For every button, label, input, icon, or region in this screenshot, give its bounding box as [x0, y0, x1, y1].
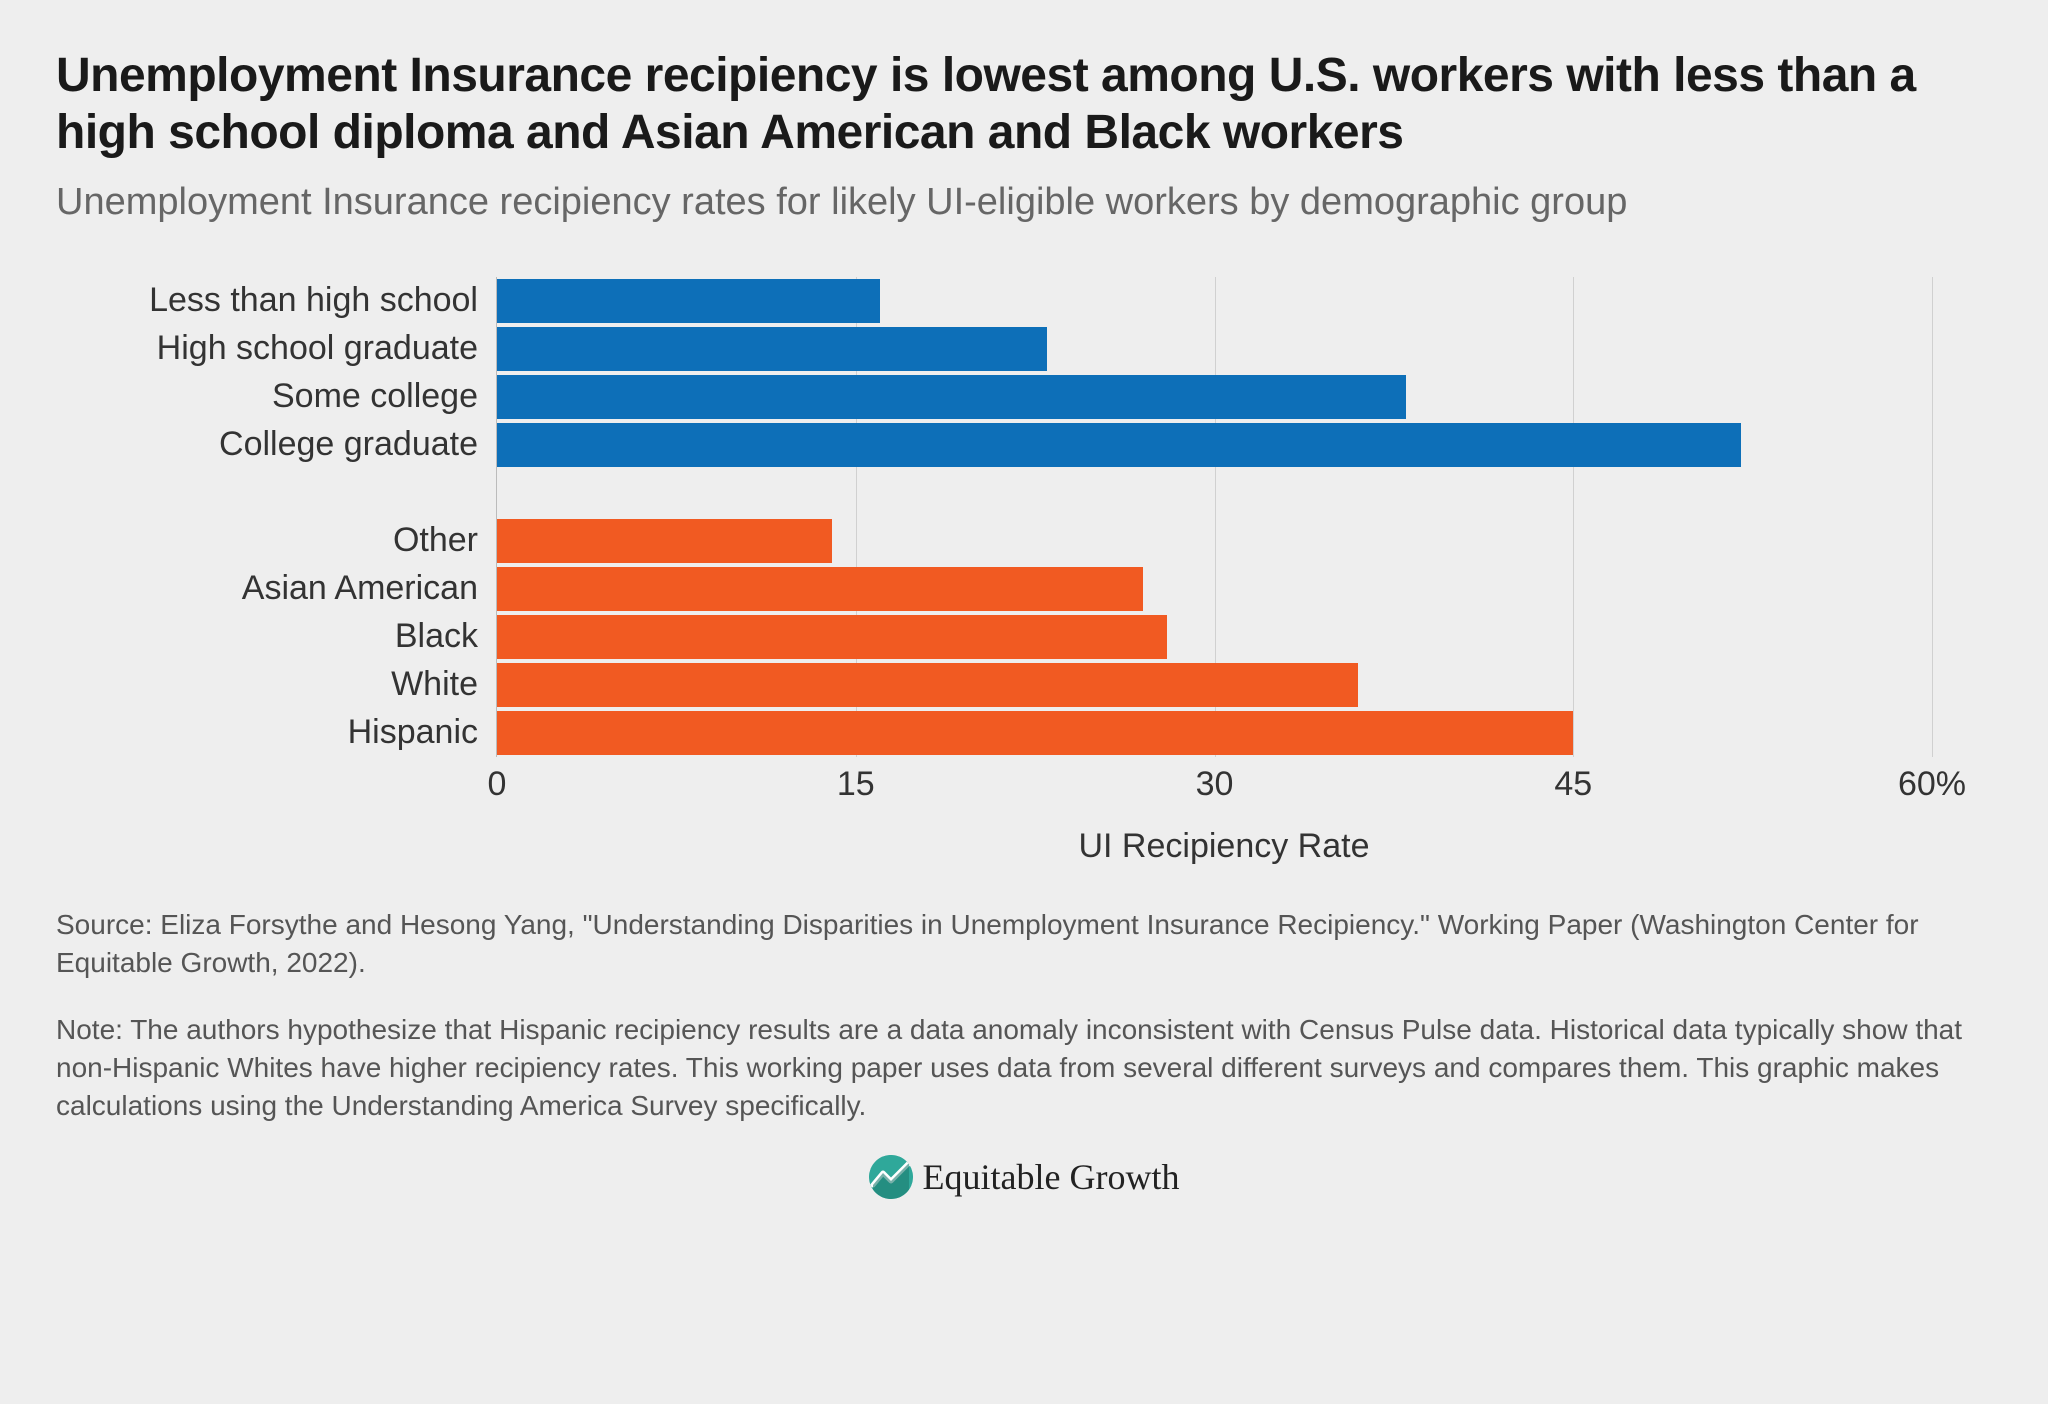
tick-label: 45 [1554, 765, 1592, 804]
tick-label: 30 [1196, 765, 1234, 804]
gridline [1215, 613, 1216, 661]
tick-label: 60% [1898, 765, 1966, 804]
plot-cell [496, 517, 1932, 565]
gridline [1215, 325, 1216, 373]
gridline [1932, 517, 1933, 565]
bar [497, 711, 1573, 755]
chart-area: Less than high schoolHigh school graduat… [96, 277, 1932, 817]
group-gap [96, 469, 1932, 517]
gridline [1932, 469, 1933, 517]
plot-cell [496, 277, 1932, 325]
gridline [1932, 661, 1933, 709]
plot-cell [496, 565, 1932, 613]
bar [497, 567, 1143, 611]
bar-row: Other [96, 517, 1932, 565]
gridline [856, 469, 857, 517]
gridline [1573, 709, 1574, 757]
bar-row: Asian American [96, 565, 1932, 613]
category-label: Other [96, 517, 496, 565]
gridline [1573, 565, 1574, 613]
chart-title: Unemployment Insurance recipiency is low… [56, 48, 1992, 161]
gridline [1573, 277, 1574, 325]
category-label: College graduate [96, 421, 496, 469]
gridline [1573, 613, 1574, 661]
bar-row: Hispanic [96, 709, 1932, 757]
plot-cell [496, 709, 1932, 757]
bar-row: Less than high school [96, 277, 1932, 325]
logo-text: Equitable Growth [923, 1156, 1180, 1198]
bar [497, 327, 1047, 371]
gridline [1573, 661, 1574, 709]
gridline [1932, 709, 1933, 757]
gridline [1932, 613, 1933, 661]
bar [497, 615, 1167, 659]
gridline [1573, 517, 1574, 565]
note-text: Note: The authors hypothesize that Hispa… [56, 1011, 1992, 1124]
bar-row: College graduate [96, 421, 1932, 469]
category-label: Some college [96, 373, 496, 421]
chart-subtitle: Unemployment Insurance recipiency rates … [56, 179, 1992, 227]
logo-icon [869, 1155, 913, 1199]
tick-label: 15 [837, 765, 875, 804]
plot-cell [496, 325, 1932, 373]
gridline [1932, 421, 1933, 469]
plot-cell [496, 613, 1932, 661]
gridline [1215, 277, 1216, 325]
x-axis-label: UI Recipiency Rate [456, 827, 1992, 866]
gridline [1573, 373, 1574, 421]
gridline [1932, 277, 1933, 325]
gridline [1932, 325, 1933, 373]
category-label: High school graduate [96, 325, 496, 373]
bar-row: High school graduate [96, 325, 1932, 373]
x-axis: 015304560% [96, 757, 1932, 817]
gridline [1215, 469, 1216, 517]
category-label: White [96, 661, 496, 709]
plot-cell [496, 661, 1932, 709]
logo: Equitable Growth [56, 1155, 1992, 1199]
plot-cell [496, 373, 1932, 421]
gridline [1932, 565, 1933, 613]
bar-row: Black [96, 613, 1932, 661]
bar-row: White [96, 661, 1932, 709]
plot-cell [496, 421, 1932, 469]
tick-label: 0 [488, 765, 507, 804]
category-label: Hispanic [96, 709, 496, 757]
source-text: Source: Eliza Forsythe and Hesong Yang, … [56, 906, 1992, 982]
category-label: Less than high school [96, 277, 496, 325]
gridline [1215, 517, 1216, 565]
gridline [1215, 565, 1216, 613]
bar [497, 663, 1358, 707]
bar [497, 519, 832, 563]
bar [497, 279, 880, 323]
gridline [1932, 373, 1933, 421]
gridline [1573, 325, 1574, 373]
category-label: Asian American [96, 565, 496, 613]
gridline [1573, 469, 1574, 517]
category-label: Black [96, 613, 496, 661]
bar [497, 423, 1741, 467]
axis-plot: 015304560% [496, 757, 1932, 817]
bar [497, 375, 1406, 419]
gridline [856, 517, 857, 565]
bar-row: Some college [96, 373, 1932, 421]
